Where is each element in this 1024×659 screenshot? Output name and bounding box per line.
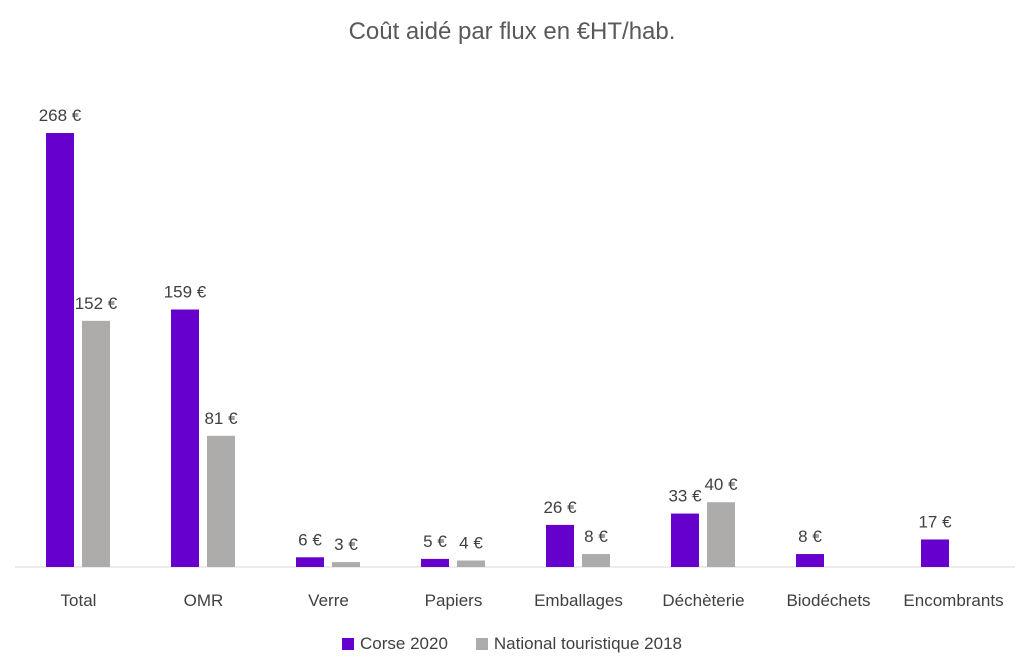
- bar-corse-2: [296, 557, 324, 567]
- bar-corse-4: [546, 524, 574, 567]
- x-tick-label: Déchèterie: [662, 591, 744, 610]
- chart-title: Coût aidé par flux en €HT/hab.: [348, 18, 676, 45]
- x-tick-label: Biodéchets: [786, 591, 870, 610]
- data-label: 268 €: [39, 106, 82, 125]
- bar-national-3: [457, 560, 485, 567]
- x-tick-label: Papiers: [425, 591, 483, 610]
- data-label: 33 €: [668, 487, 702, 506]
- legend-item: Corse 2020: [342, 634, 448, 654]
- x-tick-label: Verre: [308, 591, 349, 610]
- bar-corse-1: [171, 309, 199, 567]
- data-label: 6 €: [298, 530, 322, 549]
- legend-swatch: [475, 638, 488, 650]
- bar-corse-5: [671, 513, 699, 567]
- data-label: 81 €: [204, 409, 238, 428]
- legend-label: National touristique 2018: [493, 634, 682, 653]
- data-label: 152 €: [75, 294, 118, 313]
- x-tick-label: Encombrants: [903, 591, 1003, 610]
- legend: Corse 2020 National touristique 2018: [0, 634, 1024, 654]
- data-label: 3 €: [334, 535, 358, 554]
- data-label: 8 €: [798, 527, 822, 546]
- data-label: 17 €: [918, 512, 952, 531]
- bar-national-1: [207, 435, 235, 567]
- legend-swatch: [342, 638, 355, 650]
- bar-corse-7: [921, 539, 949, 567]
- data-label: 8 €: [584, 527, 608, 546]
- data-label: 5 €: [423, 532, 447, 551]
- bar-national-2: [332, 562, 360, 567]
- legend-item: National touristique 2018: [475, 634, 682, 654]
- x-tick-label: Total: [61, 591, 97, 610]
- bar-corse-3: [421, 558, 449, 567]
- data-label: 4 €: [459, 534, 483, 553]
- x-tick-label: OMR: [184, 591, 224, 610]
- data-label: 159 €: [164, 283, 207, 302]
- data-label: 40 €: [704, 475, 738, 494]
- bar-corse-0: [46, 133, 74, 567]
- x-tick-label: Emballages: [534, 591, 623, 610]
- bar-national-5: [707, 502, 735, 567]
- legend-label: Corse 2020: [360, 634, 448, 653]
- bar-national-0: [82, 320, 110, 567]
- bar-corse-6: [796, 554, 824, 567]
- bar-national-4: [582, 554, 610, 567]
- data-label: 26 €: [543, 498, 577, 517]
